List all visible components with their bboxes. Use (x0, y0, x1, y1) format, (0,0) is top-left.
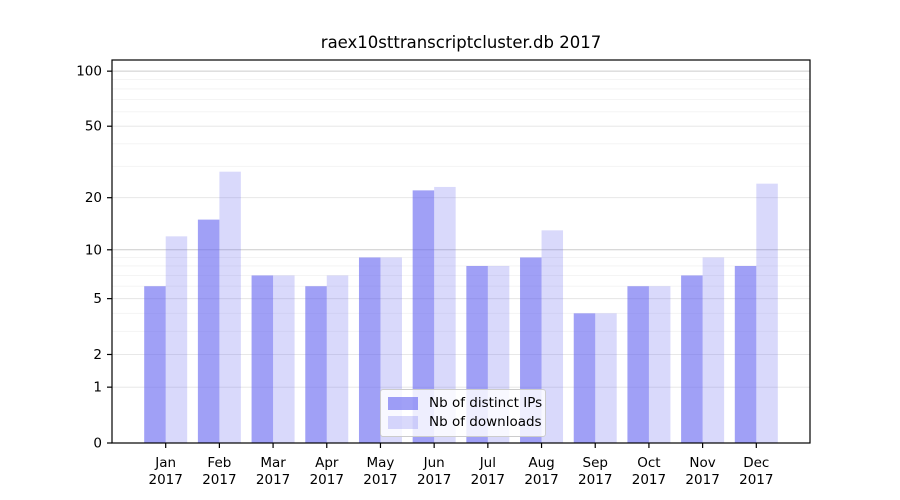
x-tick-label-year: 2017 (632, 472, 666, 488)
x-tick-label-month: Jul (479, 455, 496, 471)
chart-title: raex10sttranscriptcluster.db 2017 (320, 33, 602, 52)
y-tick-label: 10 (85, 242, 102, 258)
x-tick-label-month: Sep (583, 455, 608, 471)
y-tick-label: 5 (93, 291, 102, 307)
legend-swatch-downloads (388, 416, 418, 429)
x-tick-label-year: 2017 (310, 472, 344, 488)
bar-distinct-ips-dec (734, 265, 757, 443)
x-tick-label-year: 2017 (149, 472, 183, 488)
x-tick-label-month: Oct (637, 455, 660, 471)
bar-distinct-ips-oct (627, 286, 649, 443)
bar-downloads-oct (648, 286, 671, 443)
y-tick-label: 100 (76, 64, 102, 80)
x-tick-label-month: Jan (154, 455, 176, 471)
plot-border (111, 59, 811, 444)
y-tick-label: 1 (93, 380, 102, 396)
bar-downloads-apr (326, 275, 349, 443)
bar-downloads-jun (434, 186, 456, 444)
x-tick-label-month: Feb (207, 455, 231, 471)
bar-downloads-mar (273, 275, 295, 443)
legend-item-downloads: Nb of downloads (388, 415, 542, 430)
legend-label-downloads: Nb of downloads (429, 413, 542, 430)
x-tick-label-month: Apr (315, 455, 339, 471)
y-tick-label: 50 (85, 119, 102, 135)
bar-distinct-ips-mar (251, 275, 274, 443)
legend-label-distinct-ips: Nb of distinct IPs (429, 394, 543, 411)
x-tick-label-year: 2017 (363, 472, 397, 488)
x-tick-label-month: Aug (528, 455, 554, 471)
x-tick-label-month: May (367, 455, 395, 471)
legend-item-distinct-ips: Nb of distinct IPs (388, 396, 542, 411)
y-tick-label: 0 (93, 436, 102, 452)
x-tick-label-year: 2017 (202, 472, 236, 488)
y-tick-label: 2 (93, 347, 102, 363)
bar-downloads-jan (165, 236, 188, 443)
bar-downloads-sep (595, 313, 617, 443)
bar-downloads-feb (219, 171, 241, 443)
bar-distinct-ips-feb (197, 219, 220, 443)
x-tick-label-month: Mar (260, 455, 286, 471)
bar-downloads-dec (756, 183, 778, 443)
bar-distinct-ips-jan (144, 286, 166, 443)
x-tick-label-year: 2017 (578, 472, 612, 488)
x-tick-label-year: 2017 (417, 472, 451, 488)
legend: Nb of distinct IPs Nb of downloads (380, 389, 546, 437)
x-tick-label-year: 2017 (685, 472, 719, 488)
legend-swatch-distinct-ips (388, 397, 418, 410)
x-tick-label-year: 2017 (256, 472, 290, 488)
x-tick-label-month: Nov (689, 455, 715, 471)
x-tick-label-year: 2017 (739, 472, 773, 488)
bar-distinct-ips-apr (305, 286, 327, 443)
x-tick-label-year: 2017 (471, 472, 505, 488)
x-tick-label-month: Dec (743, 455, 769, 471)
bar-distinct-ips-sep (573, 313, 596, 443)
x-tick-label-month: Jun (423, 455, 445, 471)
bar-distinct-ips-may (358, 257, 381, 443)
y-tick-label: 20 (85, 190, 102, 206)
bar-distinct-ips-nov (681, 275, 703, 443)
x-tick-label-year: 2017 (524, 472, 558, 488)
bar-downloads-aug (541, 230, 564, 443)
bar-distinct-ips-jun (412, 190, 435, 443)
bar-downloads-nov (702, 257, 725, 443)
